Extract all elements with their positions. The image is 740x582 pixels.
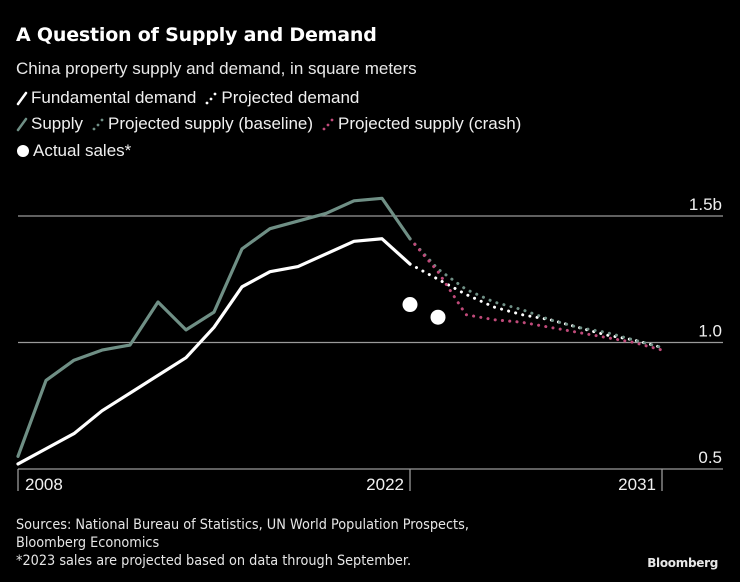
bloomberg-logo: Bloomberg xyxy=(647,556,718,570)
legend-item-actual-sales: Actual sales* xyxy=(16,141,131,161)
sources-line-1: Sources: National Bureau of Statistics, … xyxy=(16,517,469,533)
legend-row-demand: Fundamental demand Projected demand xyxy=(16,88,367,108)
legend-label: Projected demand xyxy=(221,88,360,107)
axis-labels: 1.5b 1.0 0.5 2008 2022 2031 xyxy=(25,195,722,494)
legend-label: Fundamental demand xyxy=(31,88,197,107)
gridlines xyxy=(17,215,723,491)
dotted-line-icon xyxy=(92,118,104,131)
solid-line-icon xyxy=(16,117,28,132)
series-dotted-projected-supply-crash xyxy=(408,237,664,352)
legend-row-supply: Supply Projected supply (baseline) Proje… xyxy=(16,114,529,134)
y-tick-label: 0.5 xyxy=(698,448,722,467)
x-tick-label: 2008 xyxy=(25,475,63,494)
chart-subtitle: China property supply and demand, in squ… xyxy=(16,59,417,78)
line-chart: 1.5b 1.0 0.5 2008 2022 2031 xyxy=(16,195,723,494)
legend-item-projected-supply-baseline: Projected supply (baseline) xyxy=(91,114,313,134)
legend-item-supply: Supply xyxy=(16,114,83,134)
legend-label: Actual sales* xyxy=(33,141,132,160)
chart-title: A Question of Supply and Demand xyxy=(16,24,377,46)
footnote: *2023 sales are projected based on data … xyxy=(16,553,412,569)
dotted-line-icon xyxy=(205,92,217,105)
legend-item-fundamental-demand: Fundamental demand xyxy=(16,88,196,108)
series-line-supply xyxy=(16,196,412,458)
dotted-line-icon xyxy=(322,118,334,131)
series-layer xyxy=(16,196,664,466)
legend-label: Projected supply (crash) xyxy=(338,114,522,133)
y-tick-label: 1.5b xyxy=(689,195,722,214)
legend-label: Projected supply (baseline) xyxy=(107,114,314,133)
x-tick-label: 2022 xyxy=(366,475,404,494)
series-dotted-projected-demand xyxy=(408,262,664,350)
legend-label: Supply xyxy=(31,114,83,133)
solid-line-icon xyxy=(16,91,28,106)
series-dotted-projected-supply-baseline xyxy=(408,237,664,350)
sources-line-2: Bloomberg Economics xyxy=(16,535,160,551)
y-tick-label: 1.0 xyxy=(698,322,722,341)
legend-row-sales: Actual sales* xyxy=(16,141,139,161)
actual-sales-point xyxy=(430,309,446,325)
footer: Sources: National Bureau of Statistics, … xyxy=(16,516,469,570)
x-tick-label: 2031 xyxy=(618,475,656,494)
actual-sales-point xyxy=(402,297,418,313)
legend-item-projected-demand: Projected demand xyxy=(204,88,359,108)
legend-item-projected-supply-crash: Projected supply (crash) xyxy=(321,114,521,134)
dot-icon xyxy=(17,145,29,157)
series-line-fundamental-demand xyxy=(16,237,412,466)
